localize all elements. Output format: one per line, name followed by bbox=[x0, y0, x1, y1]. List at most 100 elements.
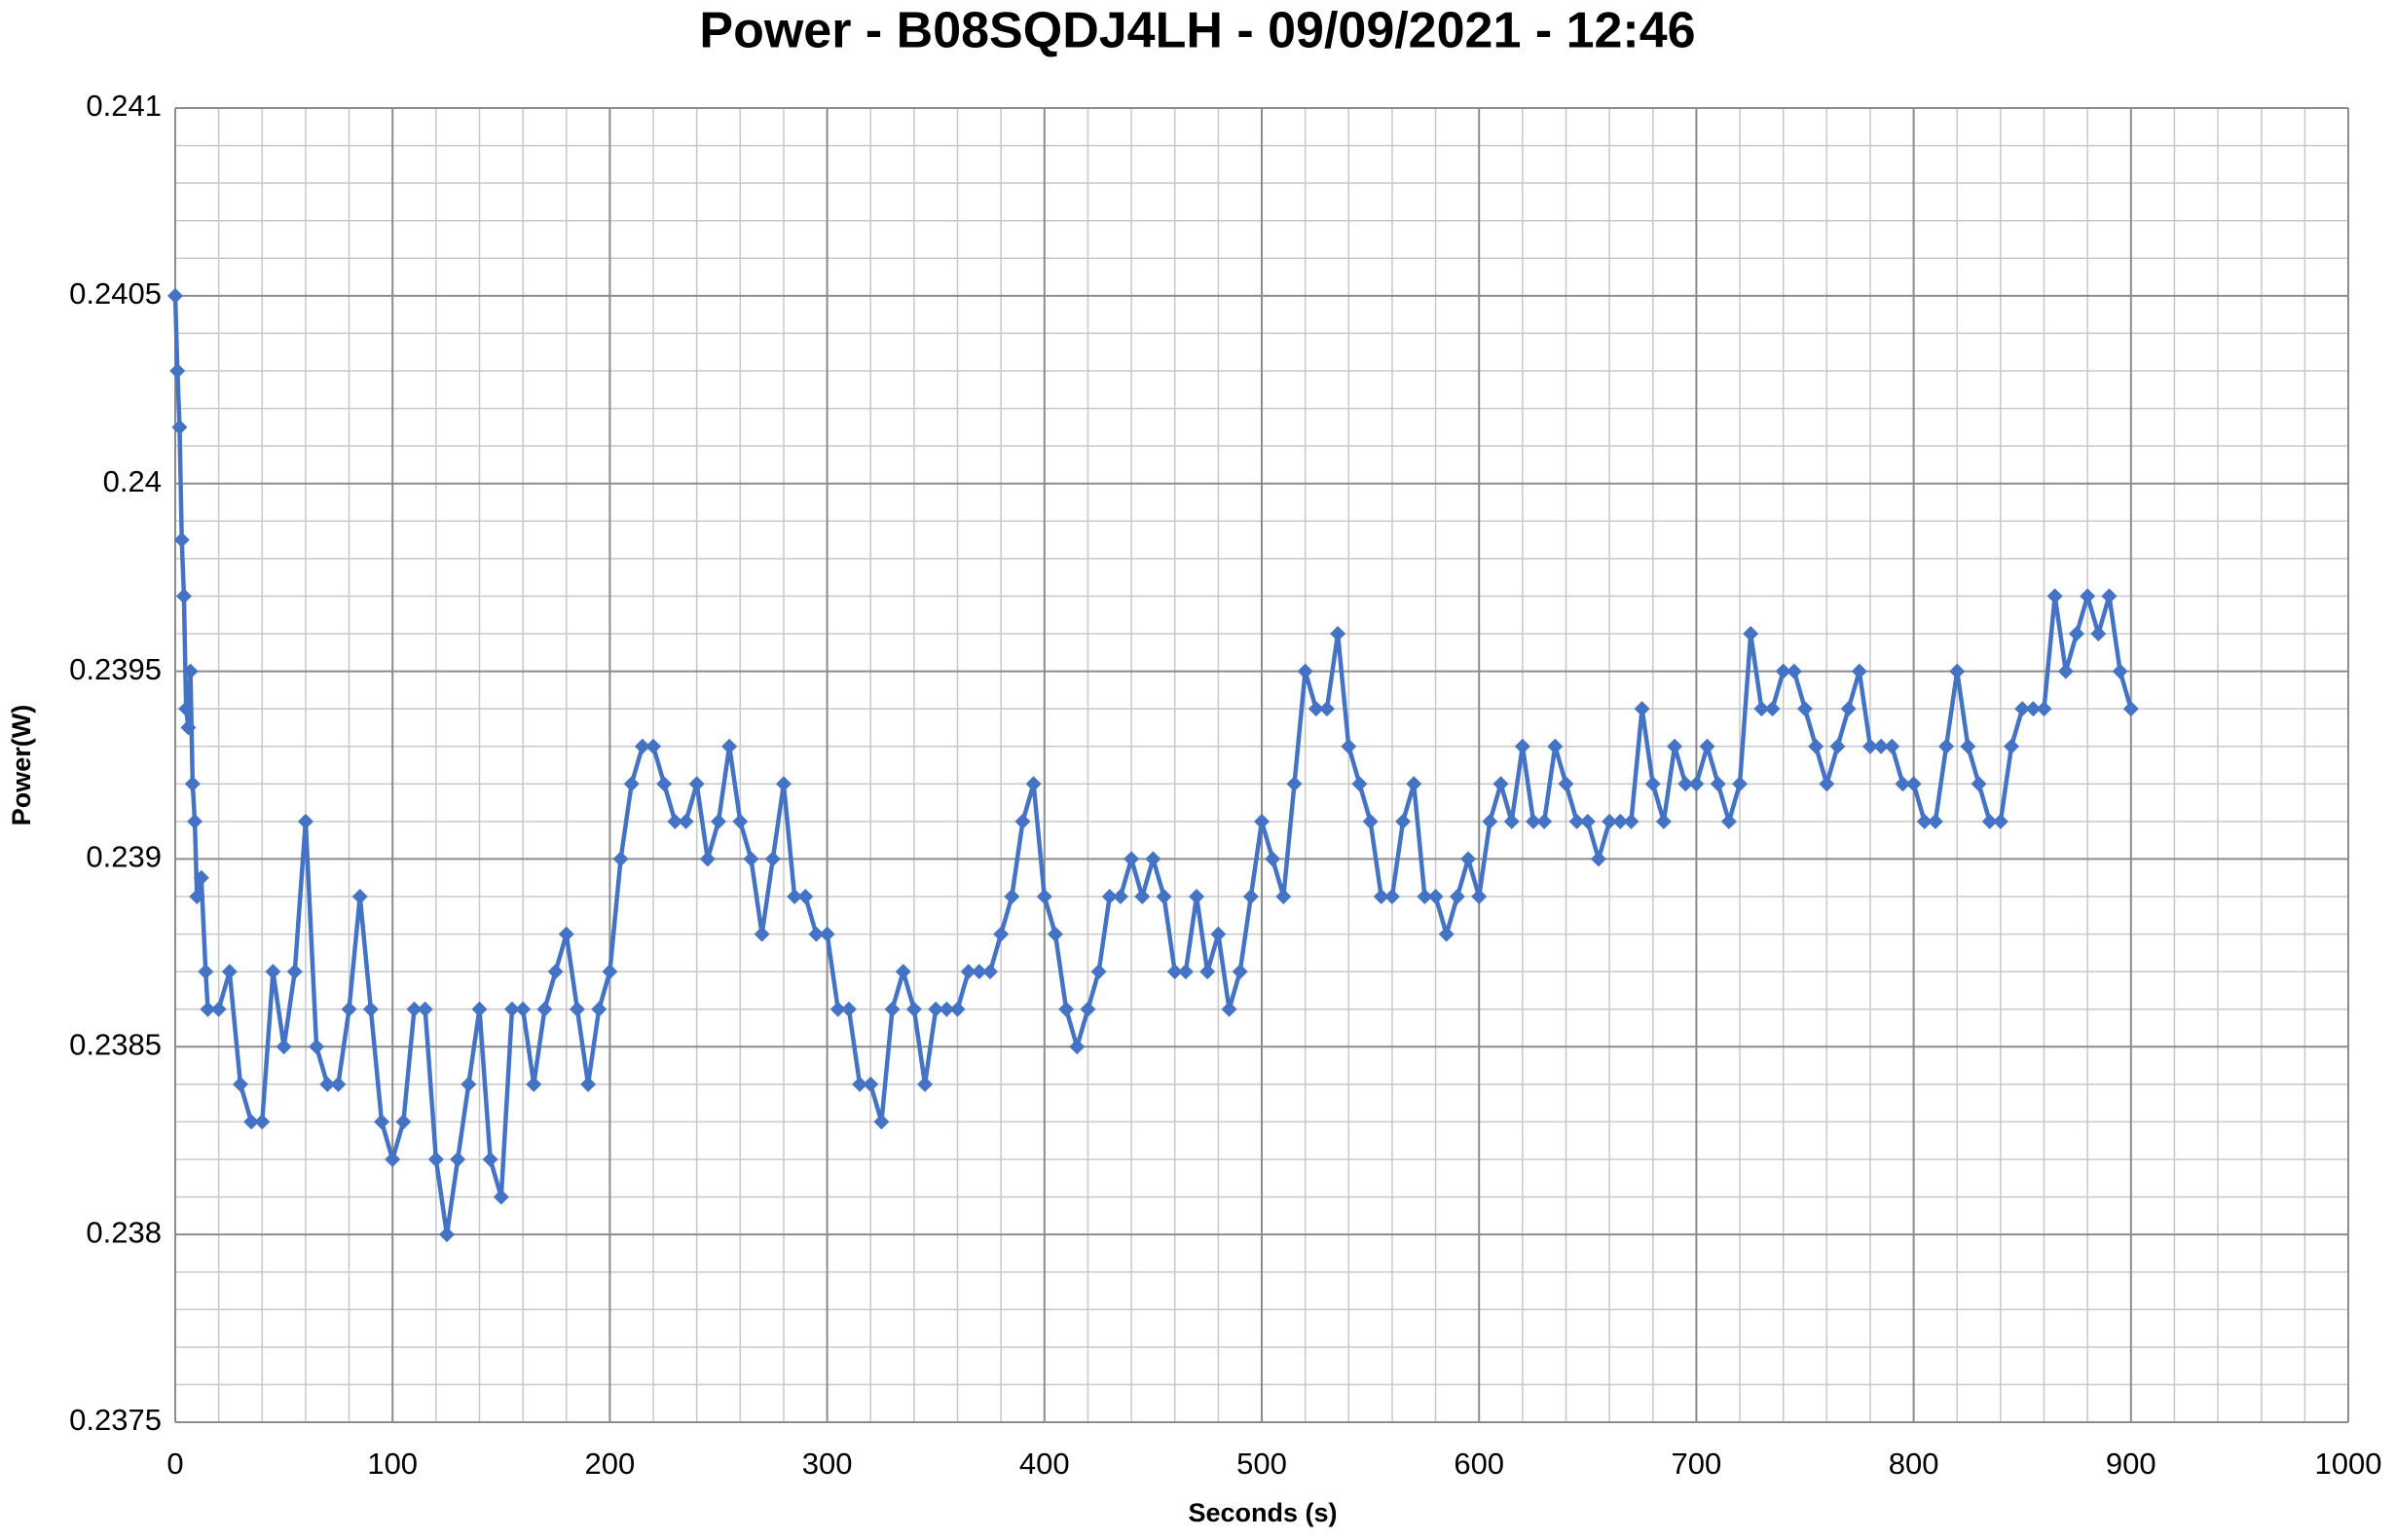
data-point bbox=[764, 851, 781, 867]
data-point bbox=[180, 719, 197, 736]
data-point bbox=[1449, 889, 1465, 904]
data-point bbox=[169, 363, 186, 379]
data-point bbox=[1775, 663, 1791, 679]
data-point bbox=[787, 889, 803, 904]
data-point bbox=[450, 1152, 466, 1167]
y-tick-label: 0.2375 bbox=[69, 1403, 162, 1437]
data-point bbox=[1036, 889, 1052, 904]
data-point bbox=[1949, 663, 1966, 679]
data-point bbox=[1166, 964, 1183, 980]
data-point bbox=[829, 1001, 846, 1017]
x-tick-label: 300 bbox=[802, 1447, 853, 1481]
data-point bbox=[808, 926, 825, 942]
data-point bbox=[493, 1189, 509, 1205]
data-point bbox=[971, 964, 987, 980]
x-tick-label: 500 bbox=[1236, 1447, 1287, 1481]
data-point bbox=[591, 1001, 608, 1017]
data-point bbox=[2101, 588, 2118, 605]
data-point bbox=[1025, 776, 1042, 792]
data-point bbox=[1819, 776, 1835, 792]
data-point bbox=[265, 964, 281, 980]
data-point bbox=[1710, 776, 1726, 792]
y-tick-label: 0.2385 bbox=[69, 1027, 162, 1061]
data-point bbox=[623, 776, 640, 792]
data-point bbox=[330, 1076, 347, 1092]
data-point bbox=[1916, 813, 1933, 829]
x-tick-label: 200 bbox=[585, 1447, 636, 1481]
data-point bbox=[1351, 776, 1368, 792]
data-point bbox=[840, 1001, 857, 1017]
data-point bbox=[1406, 776, 1422, 792]
data-point bbox=[254, 1114, 271, 1130]
data-point bbox=[1383, 889, 1400, 904]
data-point bbox=[2112, 663, 2128, 679]
data-point bbox=[1840, 701, 1857, 717]
data-point bbox=[1851, 663, 1867, 679]
data-point bbox=[1634, 701, 1650, 717]
data-point bbox=[1090, 964, 1107, 980]
data-point bbox=[1221, 1001, 1237, 1017]
data-point bbox=[1884, 738, 1900, 754]
data-point bbox=[1905, 776, 1922, 792]
data-point bbox=[711, 813, 726, 829]
x-tick-label: 900 bbox=[2106, 1447, 2156, 1481]
data-point bbox=[184, 776, 201, 792]
data-point bbox=[1623, 813, 1640, 829]
data-line bbox=[172, 295, 2133, 1237]
data-point bbox=[602, 964, 618, 980]
data-point bbox=[917, 1076, 934, 1092]
data-point bbox=[1297, 663, 1313, 679]
data-point bbox=[1612, 813, 1629, 829]
data-point bbox=[1971, 776, 1987, 792]
data-point bbox=[221, 964, 238, 980]
data-point bbox=[1362, 813, 1379, 829]
data-point bbox=[232, 1076, 248, 1092]
data-point bbox=[2014, 701, 2031, 717]
data-point bbox=[1014, 813, 1031, 829]
data-point bbox=[1341, 738, 1357, 754]
data-point bbox=[2069, 626, 2084, 642]
x-tick-label: 600 bbox=[1454, 1447, 1504, 1481]
data-point bbox=[210, 1001, 227, 1017]
data-point bbox=[1492, 776, 1509, 792]
data-point bbox=[1579, 813, 1596, 829]
data-point bbox=[721, 738, 738, 754]
data-point bbox=[439, 1227, 455, 1243]
data-point bbox=[1547, 738, 1564, 754]
y-tick-label: 0.239 bbox=[86, 840, 162, 874]
data-point bbox=[319, 1076, 336, 1092]
data-point bbox=[536, 1001, 553, 1017]
data-point bbox=[1199, 964, 1216, 980]
data-point bbox=[884, 1001, 901, 1017]
data-point bbox=[2057, 663, 2074, 679]
data-point bbox=[309, 1039, 325, 1055]
data-point bbox=[960, 964, 976, 980]
data-point bbox=[1330, 626, 1346, 642]
data-point bbox=[286, 964, 303, 980]
data-point bbox=[1895, 776, 1911, 792]
data-point bbox=[939, 1001, 955, 1017]
data-point bbox=[1938, 738, 1955, 754]
x-tick-label: 0 bbox=[166, 1447, 183, 1481]
data-point bbox=[558, 926, 574, 942]
data-point bbox=[569, 1001, 585, 1017]
data-point bbox=[1677, 776, 1694, 792]
data-point bbox=[1720, 813, 1737, 829]
data-point bbox=[699, 851, 716, 867]
data-point bbox=[1156, 889, 1172, 904]
y-tick-label: 0.241 bbox=[86, 89, 162, 123]
data-point bbox=[351, 889, 368, 904]
data-point bbox=[2004, 738, 2020, 754]
data-point bbox=[1688, 776, 1705, 792]
data-point bbox=[1644, 776, 1661, 792]
data-point bbox=[656, 776, 673, 792]
data-point bbox=[1992, 813, 2008, 829]
data-point bbox=[1058, 1001, 1075, 1017]
data-point bbox=[873, 1114, 890, 1130]
x-axis-title: Seconds (s) bbox=[1188, 1498, 1337, 1527]
chart-title: Power - B08SQDJ4LH - 09/09/2021 - 12:46 bbox=[699, 3, 1695, 59]
data-point bbox=[2036, 701, 2052, 717]
y-tick-label: 0.24 bbox=[103, 464, 162, 498]
data-point bbox=[362, 1001, 379, 1017]
data-point bbox=[1764, 701, 1781, 717]
